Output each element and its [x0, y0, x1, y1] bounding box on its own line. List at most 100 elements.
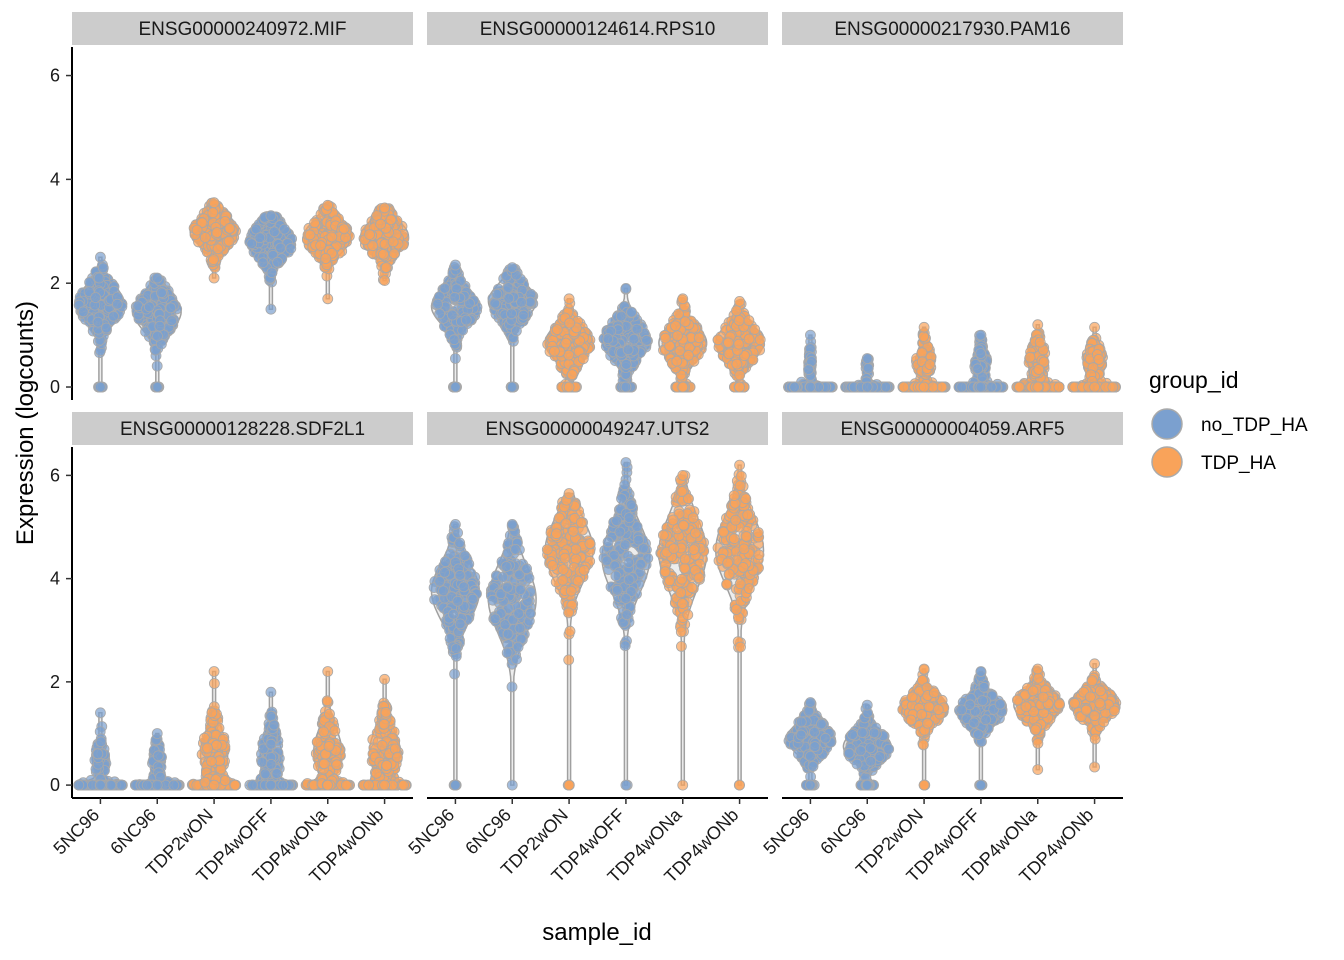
data-point [199, 776, 211, 788]
violin-6NC96 [130, 272, 183, 393]
data-point [731, 358, 743, 370]
data-point [208, 254, 219, 266]
data-point [111, 298, 123, 310]
data-point [506, 381, 518, 393]
data-point [862, 362, 874, 374]
data-point [956, 381, 967, 393]
data-point [92, 748, 104, 760]
data-point [105, 779, 117, 791]
violin-5NC96 [430, 259, 483, 393]
data-point [659, 332, 671, 344]
data-point [446, 309, 458, 321]
data-point [502, 282, 514, 294]
data-point [861, 353, 873, 364]
violin-TDP4wONa [1011, 319, 1065, 393]
data-point [620, 282, 632, 294]
data-point [268, 226, 280, 238]
data-point [1089, 381, 1100, 393]
violin-TDP4wONa [301, 199, 355, 305]
data-point [259, 768, 271, 780]
data-point [151, 272, 163, 284]
data-point [743, 333, 755, 345]
data-point [90, 292, 101, 303]
data-point [577, 353, 589, 365]
data-point [151, 381, 163, 393]
data-point [985, 381, 997, 393]
data-point [152, 750, 164, 762]
data-point [93, 272, 105, 284]
data-point [166, 315, 178, 327]
data-point [448, 334, 460, 346]
data-point [208, 666, 220, 677]
data-point [449, 291, 461, 303]
facet-strip-title: ENSG00000217930.PAM16 [834, 19, 1070, 40]
data-point [338, 223, 350, 235]
data-point [208, 678, 220, 689]
violin-TDP4wOFF [953, 329, 1009, 393]
violin-TDP2wON [542, 293, 596, 393]
data-point [749, 324, 761, 335]
data-point [805, 329, 816, 341]
data-point [803, 364, 814, 376]
data-point [95, 381, 106, 393]
data-point [450, 259, 461, 271]
data-point [191, 224, 203, 236]
data-point [101, 322, 112, 334]
data-point [733, 338, 745, 350]
data-point [549, 345, 560, 357]
data-point [620, 381, 632, 393]
data-point [641, 334, 652, 346]
data-point [265, 210, 277, 222]
violin-5NC96 [73, 251, 128, 393]
data-point [506, 308, 517, 320]
data-point [320, 253, 332, 264]
data-point [322, 293, 334, 305]
data-point [223, 235, 235, 247]
data-point [315, 240, 327, 252]
y-tick-label: 2 [50, 273, 60, 293]
y-tick-label: 0 [50, 377, 60, 397]
data-point [1053, 381, 1065, 393]
data-point [265, 759, 277, 770]
data-point [379, 202, 390, 214]
violin-TDP2wON [186, 666, 242, 791]
x-tick-label: 5NC96 [49, 805, 103, 859]
data-point [615, 310, 627, 322]
data-point [154, 320, 166, 332]
y-tick-label: 0 [50, 775, 60, 795]
data-point [340, 232, 351, 243]
violin-TDP4wONb [358, 202, 410, 287]
data-point [97, 262, 109, 274]
data-point [916, 347, 928, 359]
data-point [141, 779, 153, 791]
data-point [206, 707, 218, 719]
data-point [375, 218, 387, 230]
data-point [506, 262, 518, 274]
data-point [229, 779, 241, 791]
data-point [257, 257, 269, 269]
facet-strip-title: ENSG00000124614.RPS10 [480, 19, 716, 40]
data-point [918, 321, 930, 333]
data-point [898, 381, 910, 393]
data-point [805, 381, 816, 393]
data-point [975, 348, 987, 359]
data-point [1032, 381, 1044, 393]
data-point [564, 317, 575, 329]
y-tick-label: 6 [50, 66, 60, 86]
data-point [247, 779, 258, 791]
violin-TDP4wONb [1067, 321, 1121, 393]
data-point [622, 344, 634, 356]
data-point [379, 275, 390, 287]
violin-TDP4wOFF [598, 282, 653, 393]
data-point [936, 381, 948, 393]
data-point [516, 296, 527, 308]
data-point [208, 272, 220, 284]
facet-strip-title: ENSG00000128228.SDF2L1 [120, 419, 365, 440]
data-point [972, 363, 984, 375]
data-point [525, 296, 536, 308]
data-point [880, 381, 892, 393]
y-tick-label: 4 [50, 169, 60, 189]
data-point [151, 360, 163, 372]
data-point [199, 232, 211, 243]
